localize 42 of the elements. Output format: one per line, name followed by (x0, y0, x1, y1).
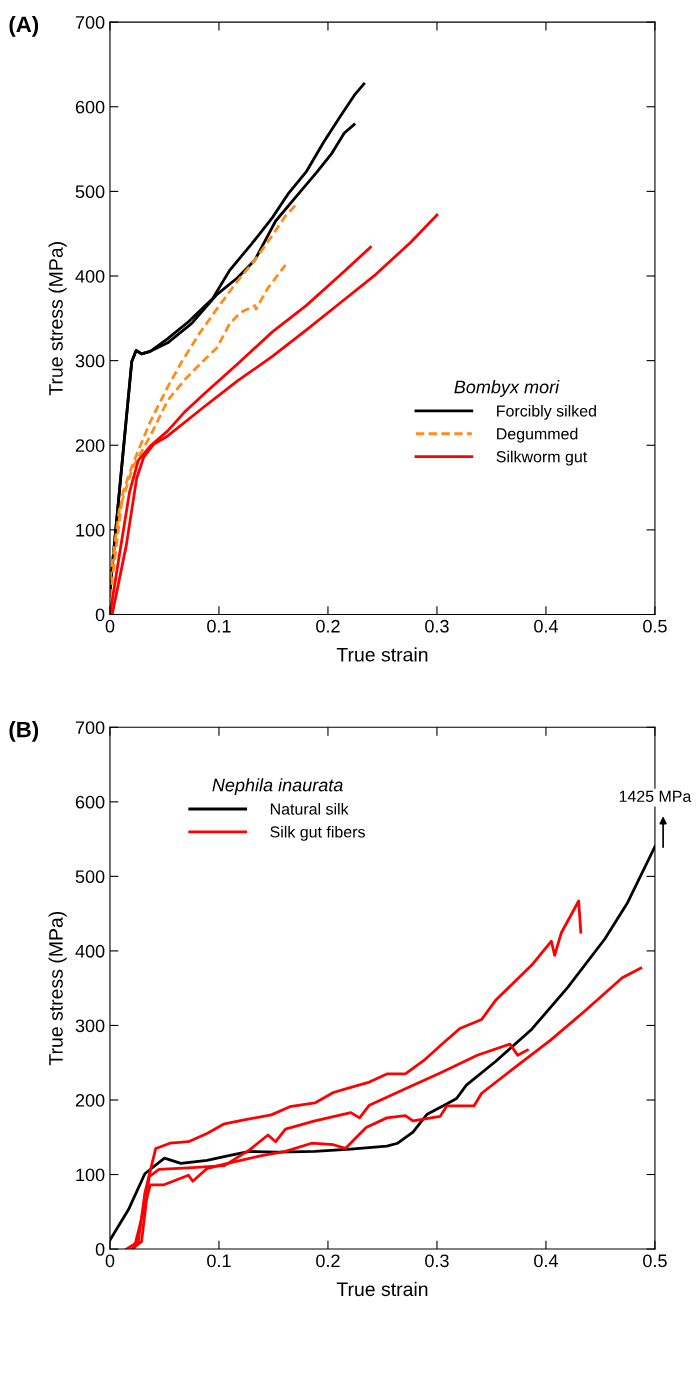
x-tick-label: 0.2 (316, 619, 340, 633)
legend-label: Natural silk (270, 803, 349, 815)
legend-label: Degummed (497, 427, 578, 443)
x-tick-label: 0.3 (425, 1254, 449, 1268)
annotation: 1425 MPa (619, 790, 692, 803)
legend-title: Nephila inaurata (212, 778, 343, 796)
y-tick-label: 600 (75, 100, 105, 114)
x-axis-title: True strain (336, 647, 428, 662)
x-tick-label: 0 (105, 1254, 115, 1268)
y-tick-label: 200 (75, 1093, 105, 1107)
x-tick-label: 0.4 (534, 1254, 558, 1268)
x-tick-label: 0.1 (207, 619, 231, 633)
x-tick-label: 0.4 (534, 619, 558, 633)
y-tick-label: 700 (75, 721, 105, 735)
legend-title: Bombyx mori (454, 380, 560, 397)
y-axis-title: True stress (MPa) (48, 242, 67, 396)
x-tick-label: 0.3 (425, 619, 449, 633)
x-tick-label: 0 (105, 619, 115, 633)
y-tick-label: 0 (95, 608, 105, 622)
x-axis-title: True strain (336, 1281, 428, 1297)
legend-label: Forcibly silked (497, 404, 596, 420)
y-tick-label: 200 (75, 439, 105, 452)
y-tick-label: 500 (75, 185, 105, 199)
y-tick-label: 300 (75, 354, 105, 368)
y-tick-label: 100 (76, 1168, 105, 1182)
x-tick-label: 0.5 (643, 619, 667, 633)
y-tick-label: 0 (95, 1242, 105, 1256)
y-tick-label: 400 (75, 944, 105, 958)
chart-title: (B) (9, 721, 39, 742)
y-tick-label: 600 (75, 795, 105, 809)
x-tick-label: 0.5 (643, 1254, 667, 1268)
x-tick-label: 0.2 (316, 1254, 340, 1268)
legend-label: Silk gut fibers (270, 825, 365, 841)
y-tick-label: 100 (76, 523, 105, 537)
y-tick-label: 400 (75, 269, 105, 283)
y-tick-label: 300 (75, 1019, 105, 1033)
y-tick-label: 700 (75, 16, 105, 29)
legend-label: Silkworm gut (496, 450, 588, 466)
chart-title: (A) (9, 15, 39, 37)
y-axis-title: True stress (MPa) (48, 911, 67, 1066)
y-tick-label: 500 (75, 870, 105, 884)
x-tick-label: 0.1 (207, 1254, 231, 1268)
